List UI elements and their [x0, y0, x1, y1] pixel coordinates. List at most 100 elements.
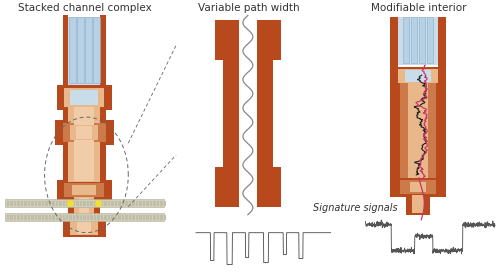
Bar	[17, 215, 20, 220]
Bar	[412, 195, 424, 213]
Bar	[153, 201, 156, 206]
Bar	[390, 177, 446, 197]
Bar	[6, 201, 9, 206]
Bar	[56, 201, 58, 206]
Bar	[139, 201, 141, 206]
Bar	[20, 215, 23, 220]
Bar	[160, 215, 162, 220]
Text: Stacked channel complex: Stacked channel complex	[18, 4, 152, 13]
Bar	[14, 201, 16, 206]
Bar	[62, 105, 68, 170]
Bar	[73, 215, 76, 220]
Bar	[64, 183, 104, 197]
Bar	[150, 201, 152, 206]
Bar	[80, 201, 82, 206]
Bar	[129, 215, 132, 220]
Bar	[77, 17, 84, 83]
Bar	[68, 107, 100, 167]
Bar	[406, 195, 430, 215]
Bar	[257, 167, 281, 207]
Bar	[14, 215, 16, 220]
Bar	[70, 125, 99, 140]
Bar	[412, 17, 418, 63]
Bar	[132, 215, 135, 220]
Bar	[87, 215, 90, 220]
Bar	[428, 17, 433, 63]
Bar	[390, 67, 446, 85]
Bar	[80, 215, 82, 220]
Bar	[146, 201, 148, 206]
Bar	[64, 88, 104, 107]
Bar	[74, 197, 94, 218]
Bar	[122, 201, 124, 206]
Bar	[398, 69, 438, 83]
Bar	[118, 215, 121, 220]
Bar	[153, 215, 156, 220]
Bar	[24, 215, 26, 220]
Bar	[84, 215, 86, 220]
Bar	[80, 198, 90, 217]
Bar	[69, 17, 76, 83]
Bar	[438, 17, 446, 75]
Bar	[122, 215, 124, 220]
Bar	[164, 215, 166, 220]
Bar	[100, 15, 106, 100]
Text: Variable path width: Variable path width	[198, 4, 300, 13]
Bar	[104, 201, 107, 206]
Bar	[38, 201, 40, 206]
Bar	[108, 215, 110, 220]
Bar	[257, 82, 273, 145]
Bar	[223, 58, 239, 82]
Bar	[420, 17, 426, 63]
Bar	[48, 215, 51, 220]
Bar	[76, 215, 79, 220]
Bar	[74, 148, 94, 181]
Bar	[100, 105, 106, 170]
Bar	[396, 17, 440, 65]
Bar	[85, 17, 92, 83]
Bar	[215, 20, 239, 60]
Bar	[10, 215, 12, 220]
Bar	[56, 85, 112, 110]
Bar	[34, 201, 37, 206]
Bar	[94, 215, 96, 220]
Bar	[223, 82, 239, 145]
Bar	[34, 215, 37, 220]
Bar	[84, 201, 86, 206]
Bar	[87, 201, 90, 206]
Bar	[28, 201, 30, 206]
Bar	[257, 20, 281, 60]
Bar	[72, 185, 96, 195]
Bar	[400, 180, 436, 194]
Bar	[390, 17, 398, 75]
Bar	[257, 58, 273, 82]
Bar	[126, 215, 128, 220]
Bar	[142, 201, 145, 206]
Bar	[70, 215, 72, 220]
Bar	[10, 201, 12, 206]
Bar	[42, 215, 44, 220]
Bar	[59, 215, 62, 220]
Bar	[78, 220, 92, 234]
Bar	[31, 215, 34, 220]
Bar	[164, 201, 166, 206]
Bar	[24, 201, 26, 206]
Bar	[101, 201, 103, 206]
Bar	[108, 201, 110, 206]
Text: Modifiable interior: Modifiable interior	[370, 4, 466, 13]
Bar	[48, 201, 51, 206]
Bar	[112, 201, 114, 206]
Bar	[45, 201, 48, 206]
Bar	[62, 217, 106, 237]
Bar	[139, 215, 141, 220]
Bar	[62, 145, 68, 185]
Bar	[70, 219, 99, 235]
Bar	[93, 17, 100, 83]
Bar	[156, 201, 159, 206]
Bar	[59, 201, 62, 206]
Bar	[42, 201, 44, 206]
Bar	[408, 83, 428, 178]
Bar	[400, 83, 408, 178]
Bar	[104, 215, 107, 220]
Bar	[257, 143, 273, 167]
